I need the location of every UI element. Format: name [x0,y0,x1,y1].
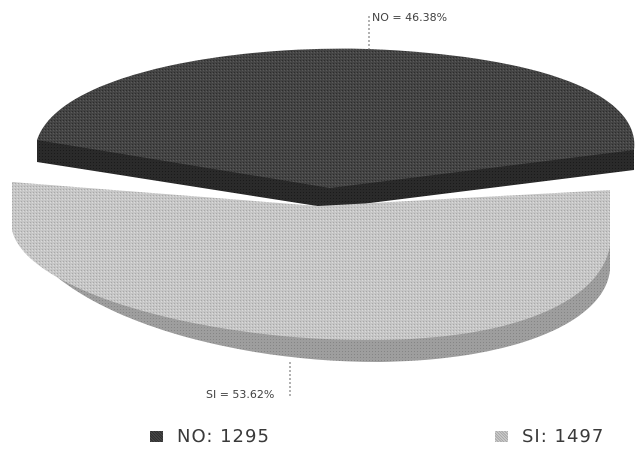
pie-slice-si [12,182,610,362]
pie-chart: NO = 46.38% SI = 53.62% [12,11,635,401]
legend-item-si: SI: 1497 [495,426,604,447]
legend: NO: 1295 SI: 1497 [0,418,639,458]
legend-swatch-si [495,431,508,442]
legend-item-no: NO: 1295 [150,426,270,447]
pie-slice-no-top [37,48,635,188]
pie-slice-si-top [12,182,610,341]
slice-label-si: SI = 53.62% [206,388,274,401]
legend-swatch-no [150,431,163,442]
pie-slice-no [37,48,635,208]
legend-label-si: SI: 1497 [522,426,605,447]
legend-label-no: NO: 1295 [177,426,270,447]
slice-label-no: NO = 46.38% [372,11,447,24]
